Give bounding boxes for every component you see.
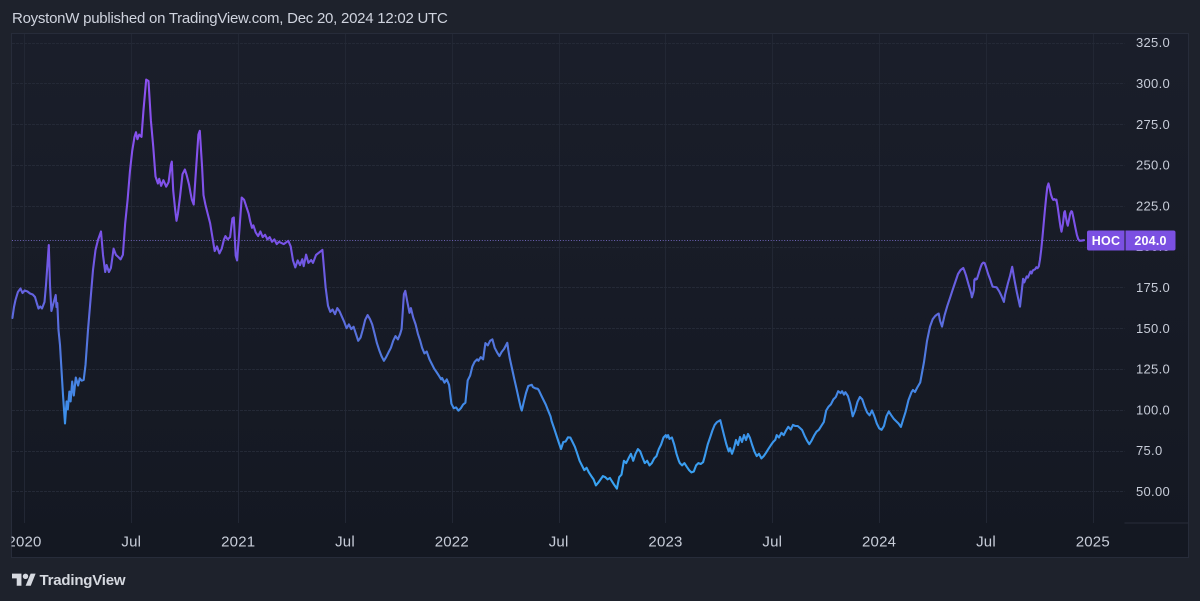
svg-text:2025: 2025 <box>1076 534 1110 551</box>
svg-text:300.0: 300.0 <box>1136 76 1170 91</box>
svg-text:2022: 2022 <box>435 534 469 551</box>
svg-text:Jul: Jul <box>762 534 782 551</box>
svg-text:100.0: 100.0 <box>1136 402 1170 417</box>
svg-text:Jul: Jul <box>976 534 996 551</box>
svg-text:RoystonW published on TradingV: RoystonW published on TradingView.com, D… <box>12 10 448 27</box>
svg-text:250.0: 250.0 <box>1136 158 1170 173</box>
svg-text:150.0: 150.0 <box>1136 321 1170 336</box>
svg-text:Jul: Jul <box>121 534 141 551</box>
svg-text:204.0: 204.0 <box>1134 234 1166 248</box>
svg-text:50.00: 50.00 <box>1136 484 1170 499</box>
svg-text:125.0: 125.0 <box>1136 362 1170 377</box>
svg-text:2023: 2023 <box>648 534 682 551</box>
svg-text:325.0: 325.0 <box>1136 35 1170 50</box>
svg-text:175.0: 175.0 <box>1136 280 1170 295</box>
svg-text:75.0: 75.0 <box>1136 443 1163 458</box>
svg-text:Jul: Jul <box>549 534 569 551</box>
svg-text:275.0: 275.0 <box>1136 117 1170 132</box>
svg-text:TradingView: TradingView <box>40 572 126 589</box>
svg-text:2024: 2024 <box>862 534 896 551</box>
svg-text:HOC: HOC <box>1092 234 1120 248</box>
svg-text:Jul: Jul <box>335 534 355 551</box>
svg-text:2020: 2020 <box>7 534 41 551</box>
svg-text:225.0: 225.0 <box>1136 198 1170 213</box>
svg-text:2021: 2021 <box>221 534 255 551</box>
